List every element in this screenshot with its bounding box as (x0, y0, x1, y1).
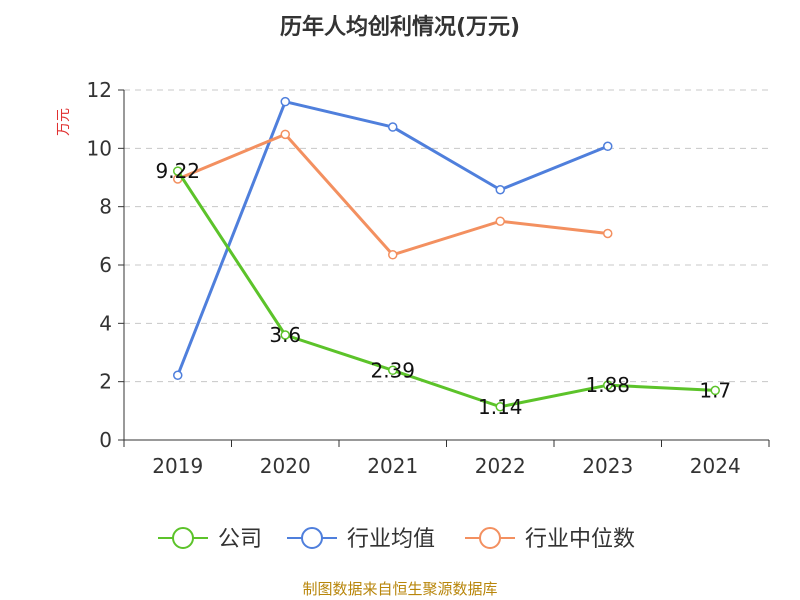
y-tick-label: 10 (87, 136, 112, 160)
data-point (388, 250, 398, 260)
x-tick-label: 2024 (690, 454, 741, 478)
data-label: 1.88 (585, 373, 630, 397)
data-point (603, 380, 613, 390)
series-line (176, 100, 609, 376)
x-tick-label: 2023 (582, 454, 633, 478)
data-point (603, 228, 613, 239)
data-label: 3.6 (269, 323, 301, 347)
x-tick-label: 2021 (367, 454, 418, 478)
data-point (495, 185, 505, 195)
y-tick-label: 2 (99, 370, 112, 394)
y-tick-label: 4 (99, 311, 112, 335)
data-point (495, 402, 505, 412)
data-point (388, 122, 398, 132)
data-point (173, 166, 183, 176)
legend: 公司 行业均值 行业中位数 (158, 527, 635, 552)
y-axis-unit: 万元 (56, 108, 72, 136)
y-tick-label: 12 (87, 78, 112, 102)
data-point (603, 141, 613, 152)
data-point (495, 216, 505, 226)
series-line (177, 132, 608, 257)
y-tick-label: 6 (99, 253, 112, 277)
series-lines (173, 96, 720, 412)
x-tick-label: 2019 (152, 454, 203, 478)
axes: 0 2 4 6 8 10 12 2019 2020 2021 2022 2023 2024 (87, 78, 770, 478)
data-labels: 9.22 3.6 2.39 1.14 1.88 1.7 (155, 159, 731, 419)
data-label: 2.39 (370, 358, 415, 382)
source-note: 制图数据来自恒生聚源数据库 (302, 580, 497, 598)
data-label: 1.7 (699, 378, 731, 402)
data-point (280, 330, 290, 340)
data-point (280, 129, 290, 140)
legend-marker (301, 527, 323, 549)
legend-label: 行业中位数 (525, 527, 635, 552)
data-point (388, 365, 398, 376)
legend-label: 公司 (218, 527, 262, 552)
legend-marker (172, 527, 194, 549)
chart-title: 历年人均创利情况(万元) (280, 14, 520, 40)
data-point (173, 370, 183, 380)
gridlines (124, 89, 769, 383)
legend-label: 行业均值 (347, 527, 435, 552)
x-tick-label: 2022 (475, 454, 526, 478)
y-tick-label: 0 (99, 428, 112, 452)
y-tick-label: 8 (99, 195, 112, 219)
data-point (710, 385, 720, 396)
series-line (176, 170, 716, 409)
x-tick-label: 2020 (260, 454, 311, 478)
legend-marker (479, 527, 501, 549)
data-label: 9.22 (155, 159, 200, 183)
data-point (280, 96, 290, 107)
data-label: 1.14 (478, 395, 523, 419)
